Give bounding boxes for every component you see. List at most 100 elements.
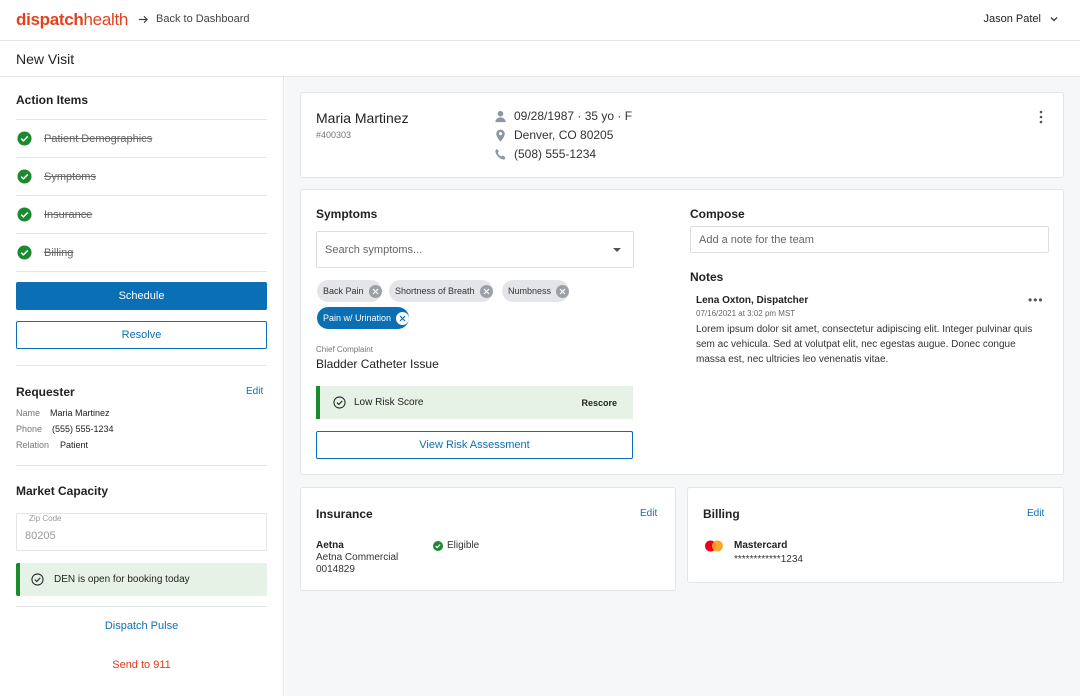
remove-chip-icon[interactable] <box>396 311 410 325</box>
user-menu[interactable]: Jason Patel <box>984 13 1059 25</box>
symptoms-search-placeholder: Search symptoms... <box>325 244 423 256</box>
schedule-button[interactable]: Schedule <box>16 282 267 310</box>
page-title: New Visit <box>16 51 75 67</box>
market-capacity-title: Market Capacity <box>16 484 109 498</box>
check-circle-icon <box>17 131 32 146</box>
patient-location-row: Denver, CO 80205 <box>494 128 613 142</box>
billing-title: Billing <box>703 507 740 521</box>
chip-label: Numbness <box>508 286 552 296</box>
compose-placeholder: Add a note for the team <box>699 233 814 246</box>
title-bar: New Visit <box>0 41 1080 77</box>
chevron-down-icon <box>1050 17 1058 22</box>
view-risk-assessment-button[interactable]: View Risk Assessment <box>316 431 633 459</box>
note-author: Lena Oxton, Dispatcher <box>696 295 809 306</box>
action-items-list: Patient Demographics Symptoms Insurance … <box>16 119 267 272</box>
more-vertical-icon[interactable] <box>1039 110 1043 124</box>
symptom-chip-pain-urination: Pain w/ Urination <box>317 307 410 329</box>
rescore-button[interactable]: Rescore <box>581 397 617 408</box>
chip-label: Pain w/ Urination <box>323 313 392 323</box>
phone-icon <box>495 148 506 160</box>
action-item-billing[interactable]: Billing <box>16 234 267 272</box>
booking-open-text: DEN is open for booking today <box>54 574 190 585</box>
insurance-card: Insurance Edit Aetna Aetna Commercial 00… <box>300 487 676 591</box>
remove-chip-icon[interactable] <box>556 284 570 298</box>
action-item-insurance[interactable]: Insurance <box>16 196 267 234</box>
eligibility-label: Eligible <box>447 540 480 551</box>
patient-dob-row: 09/28/1987 · 35 yo · F <box>494 109 632 123</box>
check-circle-icon <box>17 245 32 260</box>
compose-title: Compose <box>690 207 745 221</box>
symptom-chip-numbness: Numbness <box>502 280 570 302</box>
requester-name-row: Name Maria Martinez <box>16 408 110 418</box>
name-key: Name <box>16 408 41 418</box>
card-number: ************1234 <box>734 554 803 565</box>
requester-title: Requester <box>16 385 75 399</box>
note-timestamp: 07/16/2021 at 3:02 pm MST <box>696 309 796 318</box>
mastercard-icon <box>705 540 723 552</box>
send-to-911-link[interactable]: Send to 911 <box>112 659 171 671</box>
risk-score-banner: Low Risk Score Rescore <box>316 386 633 419</box>
action-item-label: Insurance <box>44 208 93 221</box>
billing-edit-link[interactable]: Edit <box>1027 508 1045 519</box>
insurance-provider: Aetna <box>316 540 344 551</box>
insurance-member-id: 0014829 <box>316 564 355 575</box>
phone-value: (555) 555-1234 <box>52 424 114 434</box>
billing-card: Billing Edit Mastercard ************1234 <box>687 487 1064 583</box>
symptom-chip-back-pain: Back Pain <box>317 280 382 302</box>
dispatchhealth-logo[interactable]: dispatchhealth <box>16 10 128 30</box>
relation-key: Relation <box>16 440 50 450</box>
location-pin-icon <box>496 128 505 142</box>
user-name: Jason Patel <box>983 13 1041 25</box>
logo-bold: dispatch <box>16 10 84 29</box>
remove-chip-icon[interactable] <box>479 284 493 298</box>
requester-phone-row: Phone (555) 555-1234 <box>16 424 114 434</box>
action-item-label: Patient Demographics <box>44 132 153 145</box>
compose-note-input[interactable]: Add a note for the team <box>690 226 1049 253</box>
zip-code-label: Zip Code <box>27 514 64 523</box>
requester-edit-link[interactable]: Edit <box>246 386 264 397</box>
back-to-dashboard-link[interactable]: Back to Dashboard <box>138 13 250 25</box>
check-circle-icon <box>433 540 443 551</box>
note-body: Lorem ipsum dolor sit amet, consectetur … <box>696 324 1033 365</box>
symptoms-search-input[interactable]: Search symptoms... <box>316 231 634 268</box>
action-items-title: Action Items <box>16 93 89 107</box>
arrow-right-icon <box>138 15 149 23</box>
check-circle-outline-icon <box>31 573 44 586</box>
remove-chip-icon[interactable] <box>368 284 382 298</box>
patient-id: #400303 <box>316 130 352 140</box>
insurance-plan: Aetna Commercial <box>316 552 399 563</box>
logo-light: health <box>83 10 129 29</box>
insurance-edit-link[interactable]: Edit <box>640 508 658 519</box>
phone-key: Phone <box>16 424 43 434</box>
top-bar: dispatchhealth Back to Dashboard Jason P… <box>0 0 1080 41</box>
divider <box>16 606 267 607</box>
risk-score-label: Low Risk Score <box>354 397 424 408</box>
eligibility-status: Eligible <box>433 540 479 551</box>
patient-dob: 09/28/1987 · 35 yo · F <box>514 109 633 123</box>
patient-name: Maria Martinez <box>316 110 409 126</box>
card-brand: Mastercard <box>734 540 788 551</box>
chief-complaint-label: Chief Complaint <box>316 345 373 354</box>
zip-code-field[interactable]: Zip Code 80205 <box>16 513 267 551</box>
symptoms-notes-card: Symptoms Search symptoms... Back Pain Sh… <box>300 189 1064 475</box>
chief-complaint-value: Bladder Catheter Issue <box>316 357 439 371</box>
check-circle-icon <box>17 169 32 184</box>
resolve-button[interactable]: Resolve <box>16 321 267 349</box>
symptoms-title: Symptoms <box>316 207 378 221</box>
action-item-label: Symptoms <box>44 170 96 183</box>
patient-card: Maria Martinez #400303 09/28/1987 · 35 y… <box>300 92 1064 178</box>
action-item-symptoms[interactable]: Symptoms <box>16 158 267 196</box>
dispatch-pulse-link[interactable]: Dispatch Pulse <box>104 620 179 632</box>
action-item-label: Billing <box>44 246 74 259</box>
chip-label: Shortness of Breath <box>395 286 475 296</box>
more-horizontal-icon[interactable]: ••• <box>1028 293 1044 307</box>
person-icon <box>495 110 506 122</box>
patient-phone: (508) 555-1234 <box>514 147 597 161</box>
chip-label: Back Pain <box>323 286 364 296</box>
patient-location: Denver, CO 80205 <box>514 128 614 142</box>
divider <box>16 365 267 366</box>
sidebar: Action Items Patient Demographics Sympto… <box>0 77 284 696</box>
action-item-patient-demographics[interactable]: Patient Demographics <box>16 120 267 158</box>
insurance-title: Insurance <box>316 507 373 521</box>
back-label: Back to Dashboard <box>156 13 250 25</box>
